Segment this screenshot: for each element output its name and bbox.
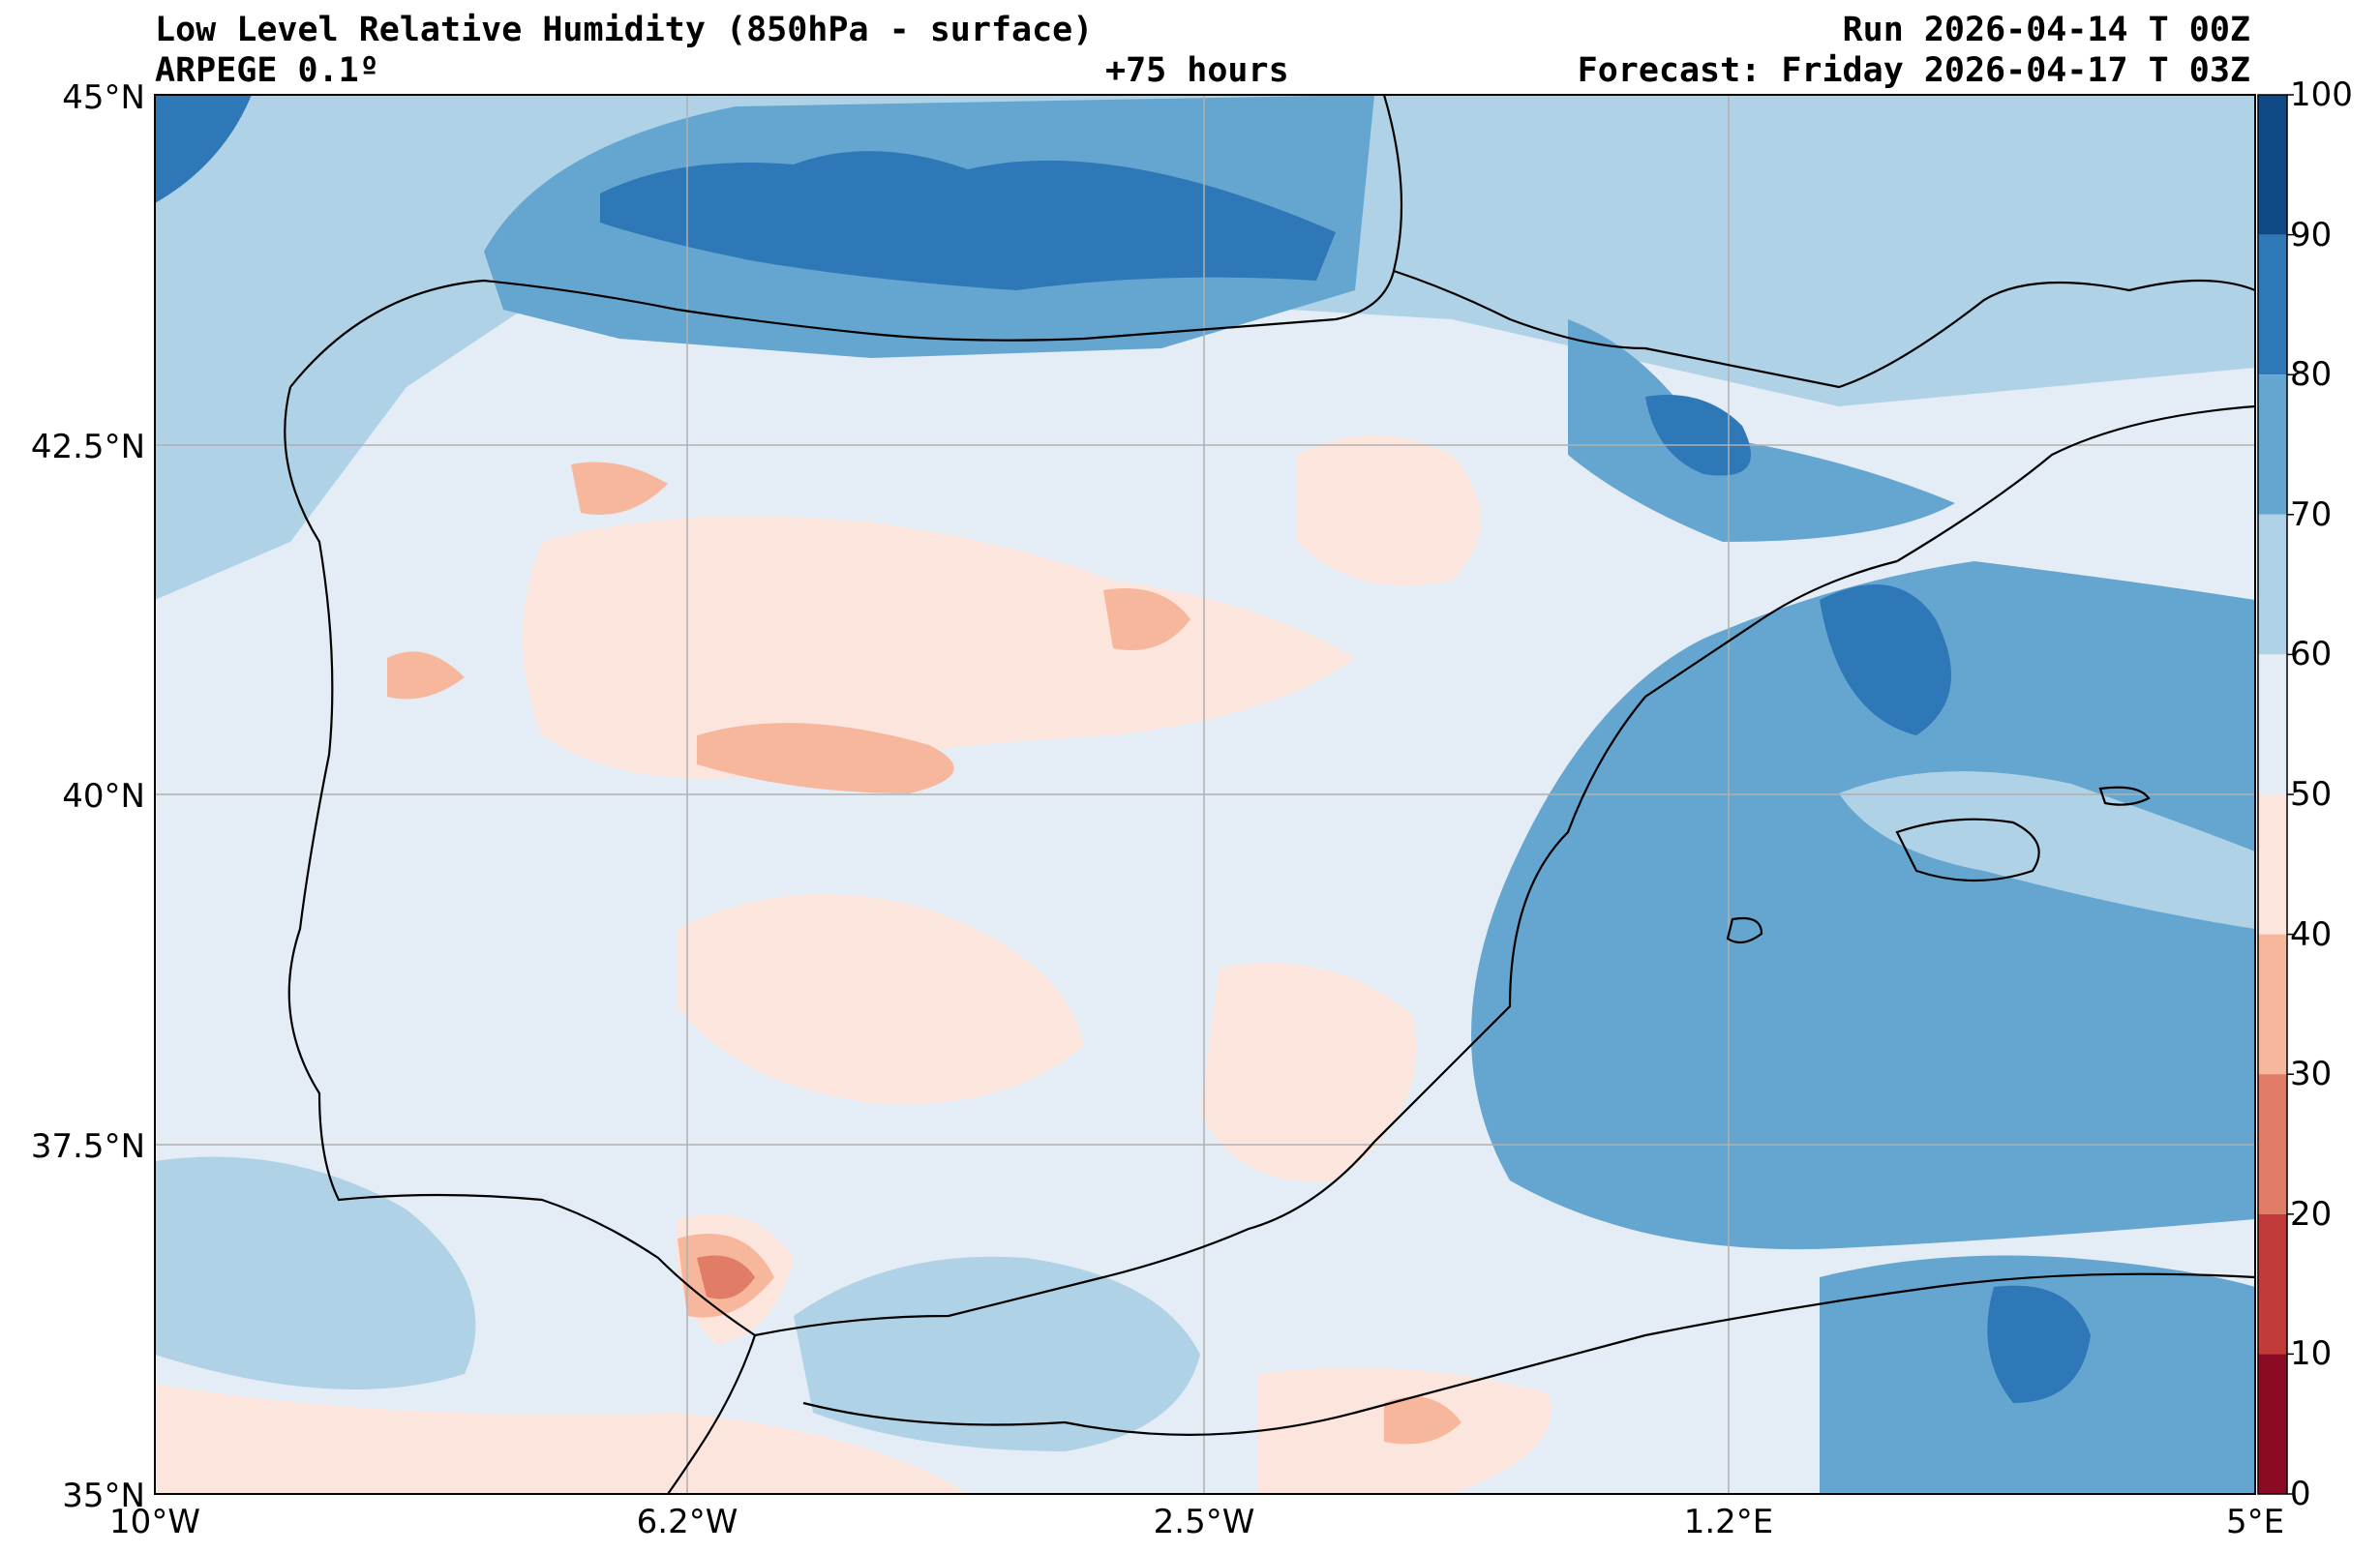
lat-label-42-5: 42.5°N bbox=[30, 428, 145, 466]
graticule bbox=[155, 95, 2255, 1494]
lon-label-2-5w: 2.5°W bbox=[1153, 1503, 1255, 1541]
colorbar-segment bbox=[2258, 654, 2287, 794]
lon-label-10w: 10°W bbox=[109, 1503, 200, 1541]
lat-label-45: 45°N bbox=[62, 78, 145, 117]
colorbar-label: 10 bbox=[2290, 1334, 2333, 1374]
coastlines bbox=[284, 95, 2255, 1494]
colorbar-segment bbox=[2258, 514, 2287, 655]
colorbar-label: 0 bbox=[2290, 1475, 2311, 1513]
colorbar-label: 40 bbox=[2290, 914, 2333, 954]
colorbar-label: 80 bbox=[2290, 355, 2333, 395]
lat-label-37-5: 37.5°N bbox=[30, 1127, 145, 1166]
lead-time: +75 hours bbox=[1105, 51, 1289, 90]
colorbar-segment bbox=[2258, 374, 2287, 515]
run-time: Run 2026-04-14 T 00Z bbox=[1842, 11, 2250, 49]
colorbar-segment bbox=[2258, 1074, 2287, 1214]
lon-label-5e: 5°E bbox=[2225, 1503, 2285, 1541]
map-title: Low Level Relative Humidity (850hPa - su… bbox=[155, 11, 1094, 49]
forecast-time: Forecast: Friday 2026-04-17 T 03Z bbox=[1577, 51, 2250, 90]
colorbar-label: 100 bbox=[2290, 75, 2353, 114]
colorbar-segment bbox=[2258, 95, 2287, 235]
colorbar-segment bbox=[2258, 794, 2287, 935]
lon-label-1-2e: 1.2°E bbox=[1683, 1503, 1774, 1541]
colorbar-segment bbox=[2258, 1213, 2287, 1355]
map-frame bbox=[154, 94, 2256, 1495]
colorbar-label: 50 bbox=[2290, 775, 2333, 814]
colorbar-label: 20 bbox=[2290, 1194, 2333, 1234]
lat-label-35: 35°N bbox=[62, 1477, 145, 1515]
colorbar-segment bbox=[2258, 1354, 2287, 1494]
model-name: ARPEGE 0.1º bbox=[155, 51, 379, 90]
lon-label-6-2w: 6.2°W bbox=[636, 1503, 738, 1541]
colorbar-label: 90 bbox=[2290, 215, 2333, 254]
colorbar-label: 30 bbox=[2290, 1055, 2333, 1094]
lat-label-40: 40°N bbox=[62, 777, 145, 816]
colorbar-label: 70 bbox=[2290, 494, 2333, 534]
colorbar-segment bbox=[2258, 234, 2287, 375]
colorbar-segment bbox=[2258, 934, 2287, 1075]
colorbar-label: 60 bbox=[2290, 635, 2333, 674]
